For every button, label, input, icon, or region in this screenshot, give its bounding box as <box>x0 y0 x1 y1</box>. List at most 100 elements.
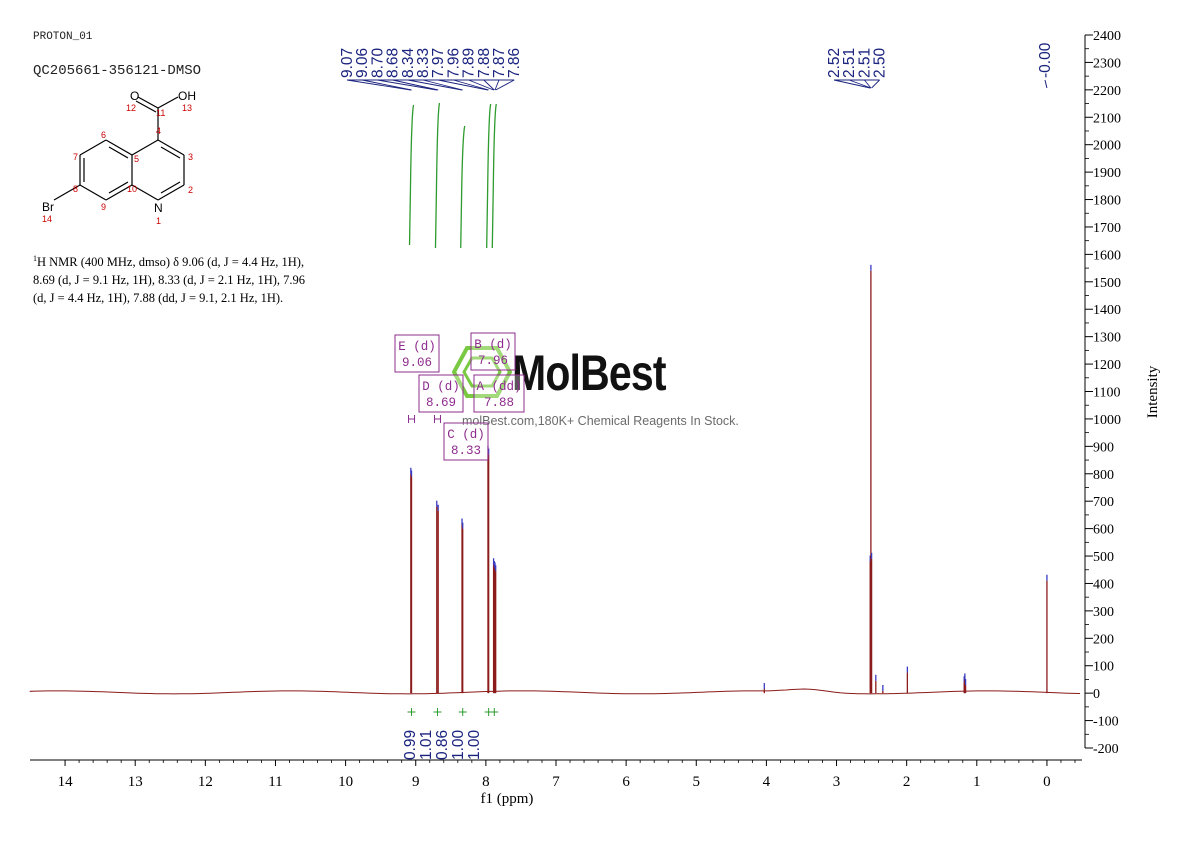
atom-number: 13 <box>182 103 192 113</box>
x-tick-label: 1 <box>973 774 981 790</box>
peak-label-connector <box>407 79 463 91</box>
x-tick-label: 8 <box>482 774 490 790</box>
atom-number: 14 <box>42 214 52 224</box>
y-axis-label: Intensity <box>1145 365 1161 418</box>
y-tick-label: 300 <box>1093 605 1114 620</box>
multiplet-box <box>418 374 464 413</box>
y-tick-label: 0 <box>1093 687 1100 702</box>
multiplet-id: E (d) <box>398 340 436 354</box>
x-tick-label: 13 <box>128 774 143 790</box>
integral-label: 0.86 <box>434 730 451 760</box>
y-tick-label: 1900 <box>1093 166 1121 181</box>
peak-label: 8.68 <box>385 48 402 78</box>
peak-label: 2.50 <box>872 47 889 78</box>
multiplet-box <box>473 374 525 413</box>
multiplet-shift: 7.96 <box>478 354 508 368</box>
peak-label: 2.51 <box>856 48 873 78</box>
multiplet-id: C (d) <box>447 428 485 442</box>
multiplet-shift: 9.06 <box>402 356 432 370</box>
multiplet-id: B (d) <box>474 338 512 352</box>
peak-label: 2.52 <box>826 48 843 78</box>
peak-label: 7.86 <box>506 48 523 78</box>
peak-label-connector <box>346 79 411 91</box>
multiplet-shift: 8.69 <box>426 396 456 410</box>
multiplet-shift: 7.88 <box>484 396 514 410</box>
integral-label: 1.00 <box>466 729 483 760</box>
peak-label: 7.96 <box>445 48 462 78</box>
y-tick-label: 1600 <box>1093 248 1121 263</box>
peak-label-connector <box>362 79 412 91</box>
peak-label: 7.89 <box>461 48 478 78</box>
x-tick-label: 9 <box>412 774 420 790</box>
peak-label-connector <box>392 79 439 91</box>
y-tick-label: 2300 <box>1093 56 1121 71</box>
peak-label: 8.70 <box>369 47 386 78</box>
y-tick-label: -200 <box>1093 742 1119 757</box>
y-tick-label: 1100 <box>1093 386 1120 401</box>
peak-label-connector <box>494 79 500 91</box>
peak-label-connector <box>483 79 495 91</box>
atom-number: 2 <box>188 185 193 195</box>
integral-label: 0.99 <box>402 730 419 760</box>
atom-number: 3 <box>188 152 193 162</box>
x-tick-label: 0 <box>1043 774 1051 790</box>
peak-label: 8.33 <box>415 48 432 78</box>
multiplet-box <box>443 422 489 461</box>
atom-number: 7 <box>73 152 78 162</box>
multiplet-id: D (d) <box>422 380 460 394</box>
x-tick-label: 12 <box>198 774 213 790</box>
atom-number: 9 <box>101 202 106 212</box>
y-tick-label: 1700 <box>1093 221 1121 236</box>
y-tick-label: 800 <box>1093 468 1114 483</box>
atom-number: 10 <box>127 184 137 194</box>
y-tick-label: 1300 <box>1093 331 1121 346</box>
peak-label-connector <box>438 79 489 91</box>
multiplet-box <box>470 332 516 371</box>
y-tick-label: 1800 <box>1093 194 1121 209</box>
atom-number: 12 <box>126 103 136 113</box>
atom-number: 8 <box>73 184 78 194</box>
integral-curve <box>491 103 497 249</box>
atom-number: 11 <box>156 108 165 118</box>
integral-curve <box>408 104 415 246</box>
peak-label-connector <box>422 79 463 91</box>
peak-label-connector <box>849 79 872 89</box>
x-tick-label: 3 <box>833 774 841 790</box>
integral-curve <box>460 125 466 249</box>
molecule-structure: O OH Br N 1 2 3 4 5 6 7 8 9 10 11 12 13 … <box>42 89 196 226</box>
nmr-summary: 1H NMR (400 MHz, dmso) δ 9.06 (d, J = 4.… <box>33 250 333 307</box>
atom-number: 1 <box>156 216 161 226</box>
y-tick-label: 100 <box>1093 660 1114 675</box>
multiplet-shift: 8.33 <box>451 444 481 458</box>
peak-label-connector <box>377 79 437 91</box>
x-tick-label: 14 <box>58 774 74 790</box>
atom-number: 6 <box>101 130 106 140</box>
watermark-tagline: molBest.com,180K+ Chemical Reagents In S… <box>462 414 739 428</box>
y-tick-label: 1500 <box>1093 276 1121 291</box>
y-tick-label: 2400 <box>1093 29 1121 44</box>
peak-label-connector <box>871 79 880 89</box>
y-tick-label: 1200 <box>1093 358 1121 373</box>
multiplet-marker <box>433 415 441 423</box>
peak-label: 2.51 <box>841 48 858 78</box>
peak-label: 7.87 <box>491 48 508 78</box>
x-tick-label: 4 <box>763 774 771 790</box>
peak-label: 9.07 <box>339 48 356 78</box>
peak-label-connector <box>468 79 494 91</box>
spectrum-baseline <box>29 688 1081 695</box>
x-axis-label: f1 (ppm) <box>480 791 533 807</box>
y-tick-label: 400 <box>1093 577 1114 592</box>
atom-label-n: N <box>154 201 163 215</box>
atom-number: 5 <box>134 154 139 164</box>
nmr-summary-line: (d, J = 4.4 Hz, 1H), 7.88 (dd, J = 9.1, … <box>33 291 284 306</box>
x-tick-label: 2 <box>903 774 911 790</box>
nmr-summary-line: 1H NMR (400 MHz, dmso) δ 9.06 (d, J = 4.… <box>33 254 305 270</box>
y-tick-label: 2200 <box>1093 84 1121 99</box>
peak-label: -0.00 <box>1037 42 1054 78</box>
x-tick-label: 5 <box>693 774 701 790</box>
y-tick-label: 900 <box>1093 440 1114 455</box>
peak-label-connector <box>453 79 489 91</box>
peak-label-connector <box>833 79 871 89</box>
